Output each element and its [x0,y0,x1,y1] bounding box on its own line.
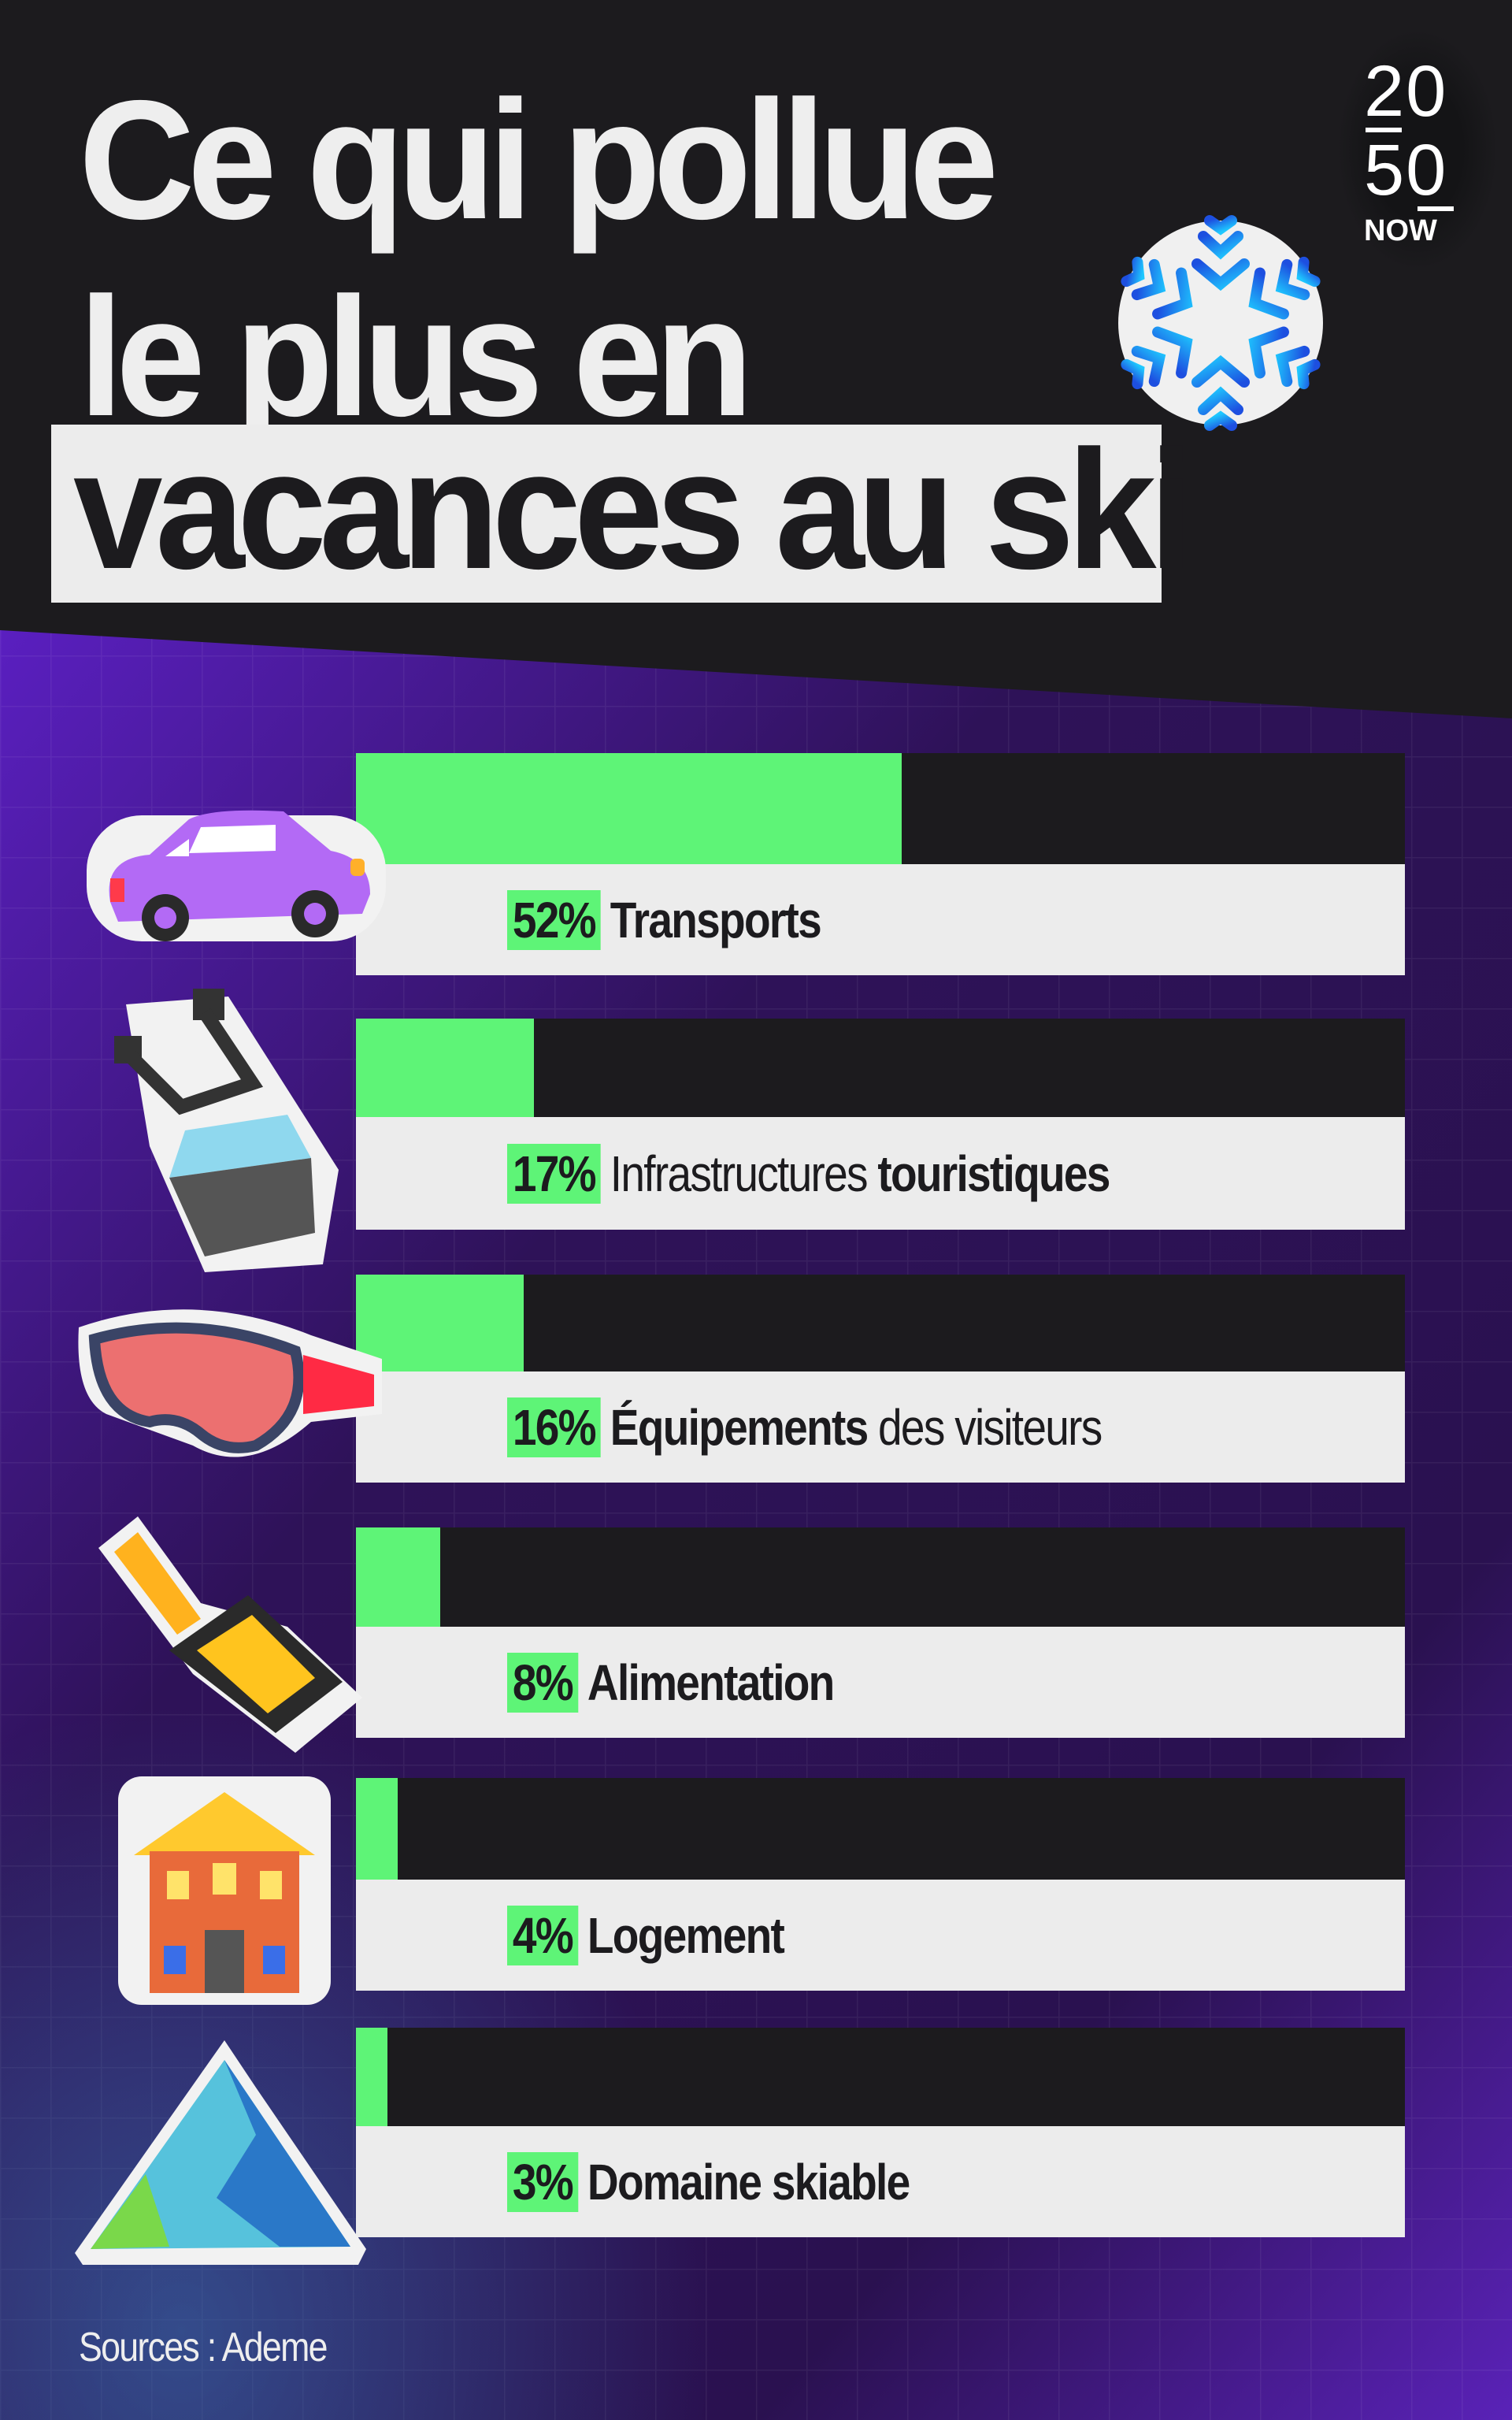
bar-label: 52% Transports [507,889,822,950]
logo-bottom: 50 [1364,130,1448,210]
title-line-1: Ce qui pollue [79,65,999,254]
title-highlight-box: vacances au ski [51,421,1194,603]
chalet-icon [118,1776,331,2009]
category-label: Transports [610,891,822,948]
bar-value-label: 17% [507,1143,601,1204]
bar-row: 17% Infrastructures touristiques [356,1019,1405,1230]
label-area: 8% Alimentation [356,1627,1405,1738]
bar-value-label: 4% [507,1905,578,1965]
bar-fill [356,1778,398,1880]
logo-top: 20 [1364,51,1448,132]
bar-value-label: 3% [507,2151,578,2212]
bar-row: 4% Logement [356,1778,1405,1991]
bar-fill [356,1527,440,1627]
bar-label: 16% Équipements des visiteurs [507,1397,1102,1457]
bar-track [356,1275,1405,1371]
label-area: 4% Logement [356,1880,1405,1991]
category-label: Infrastructures [610,1145,878,1202]
logo-divider [1366,128,1402,132]
bar-label: 17% Infrastructures touristiques [507,1143,1110,1204]
ski-goggles-icon [75,1296,390,1481]
bar-row: 52% Transports [356,753,1405,975]
cable-car-icon [94,989,346,1284]
bar-value-label: 52% [507,889,601,950]
logo-divider [1418,206,1454,211]
bar-label: 3% Domaine skiable [507,2151,910,2212]
sources-note: Sources : Ademe [79,2325,328,2370]
bar-track [356,1527,1405,1627]
logo-word: NOW [1364,214,1437,247]
bar-track [356,753,1405,864]
category-label: Alimentation [587,1654,835,1711]
raclette-pan-icon [91,1516,366,1757]
bar-track [356,2028,1405,2126]
label-area: 52% Transports [356,864,1405,975]
label-area: 16% Équipements des visiteurs [356,1371,1405,1483]
bar-label: 8% Alimentation [507,1652,835,1713]
bar-fill [356,753,902,864]
bar-fill [356,1275,524,1371]
bar-value-label: 16% [507,1397,601,1457]
category-label: Logement [587,1906,785,1964]
category-label: Équipements [610,1398,879,1456]
bar-value-label: 8% [507,1652,578,1713]
bar-track [356,1019,1405,1117]
category-label: touristiques [877,1145,1110,1202]
bar-label: 4% Logement [507,1905,785,1965]
car-icon [79,784,394,953]
category-label: Domaine skiable [587,2153,910,2210]
bar-fill [356,2028,387,2126]
bar-row: 16% Équipements des visiteurs [356,1275,1405,1483]
logo-2050-now: 20 50 NOW [1339,32,1496,268]
title-line-3: vacances au ski [73,414,1194,604]
snowflake-icon [1102,211,1339,449]
bar-fill [356,1019,535,1117]
label-area: 3% Domaine skiable [356,2126,1405,2237]
title-line-2: le plus en [79,262,754,451]
bar-row: 8% Alimentation [356,1527,1405,1738]
bar-track [356,1778,1405,1880]
label-area: 17% Infrastructures touristiques [356,1117,1405,1230]
mountain-icon [75,2040,374,2273]
category-label: des visiteurs [878,1398,1102,1456]
bar-row: 3% Domaine skiable [356,2028,1405,2237]
